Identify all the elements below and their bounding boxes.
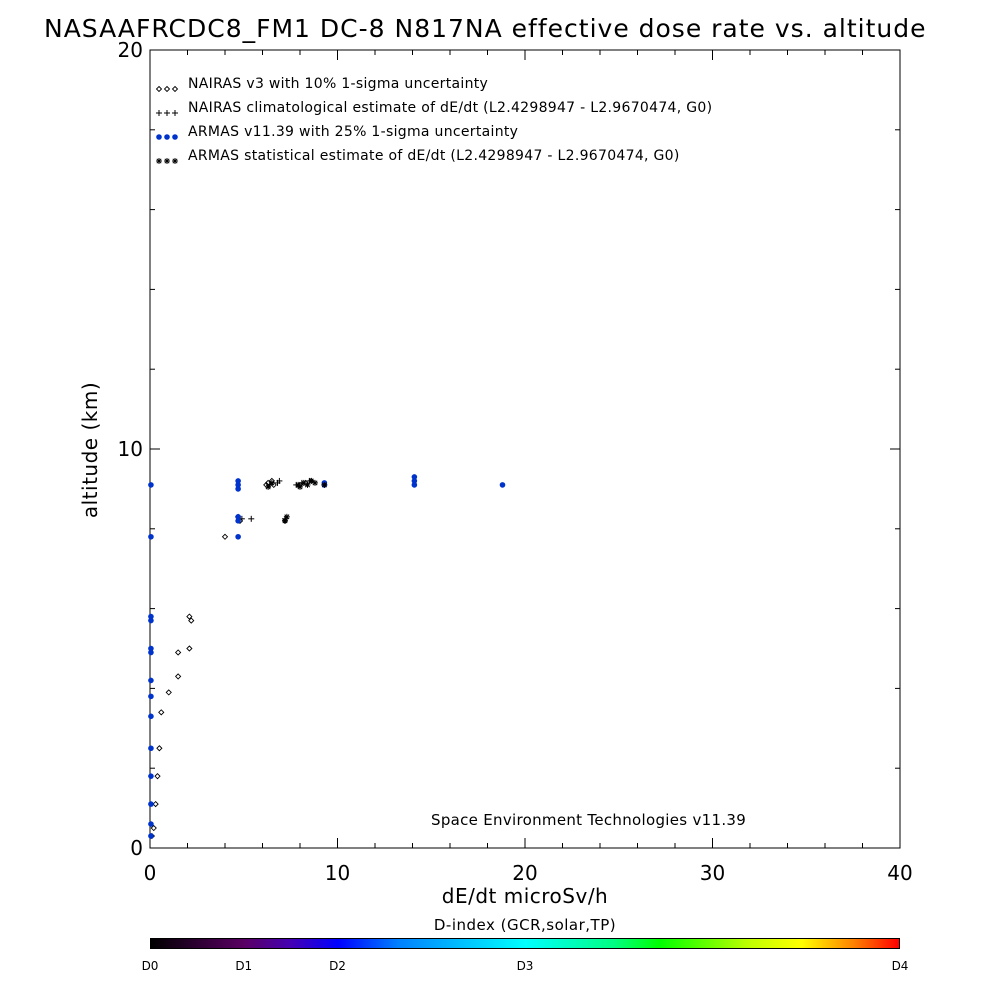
- legend-entry-nairas-v3: NAIRAS v3 with 10% 1-sigma uncertainty: [188, 76, 489, 92]
- data-point-dot: [235, 486, 241, 492]
- x-tick-label: 0: [144, 861, 157, 885]
- data-point-dot: [235, 482, 241, 488]
- data-point-diamond: [174, 649, 182, 656]
- data-point-dot: [411, 474, 418, 480]
- data-point-asterisk: [297, 483, 303, 490]
- axis-tick-labels: 0 10 20 30 40 0 10 20: [118, 38, 913, 885]
- data-point-diamond: [156, 745, 163, 752]
- data-point-asterisk: [283, 513, 290, 520]
- x-tick-label: 20: [512, 861, 537, 885]
- y-tick-label: 20: [118, 38, 143, 62]
- data-point-dot: [148, 833, 154, 839]
- y-tick-label: 0: [130, 836, 143, 860]
- legend-marker-plus: [156, 110, 162, 116]
- data-point-plus: [276, 477, 283, 484]
- colorbar: [150, 938, 900, 949]
- data-point-dot: [148, 801, 154, 807]
- data-point-asterisk: [321, 481, 328, 488]
- legend-marker-asterisk: [164, 158, 170, 164]
- colorbar-tick-label: D1: [235, 959, 253, 973]
- data-point-diamond: [165, 689, 172, 696]
- data-point-diamond: [154, 773, 161, 780]
- data-point-diamond: [152, 800, 159, 808]
- data-point-diamond: [150, 824, 157, 832]
- data-point-diamond: [158, 709, 165, 716]
- data-point-dot: [148, 713, 154, 720]
- data-point-dot: [148, 693, 154, 700]
- legend-entry-armas-v11: ARMAS v11.39 with 25% 1-sigma uncertaint…: [188, 124, 519, 140]
- legend-marker-asterisk: [172, 158, 178, 164]
- legend-marker-diamond: [155, 85, 163, 93]
- legend-marker-diamond: [163, 85, 171, 93]
- data-point-dot: [235, 478, 241, 484]
- colorbar-tick-label: D4: [891, 959, 909, 973]
- data-point-diamond: [186, 613, 193, 620]
- data-point-diamond: [174, 673, 182, 680]
- data-point-dot: [148, 617, 154, 624]
- legend-marker-dot: [164, 134, 170, 140]
- plot-area: [149, 49, 901, 849]
- data-point-dot: [148, 677, 154, 684]
- x-tick-label: 40: [887, 861, 912, 885]
- legend-entry-nairas-climatological: NAIRAS climatological estimate of dE/dt …: [188, 100, 713, 116]
- legend-marker-plus: [164, 110, 170, 116]
- axis-ticks: [149, 49, 901, 849]
- colorbar-label: D-index (GCR,solar,TP): [433, 916, 617, 934]
- colorbar-tick-label: D2: [329, 959, 346, 973]
- data-point-asterisk: [308, 477, 315, 484]
- data-point-dot: [148, 821, 154, 827]
- data-point-dot: [148, 613, 154, 620]
- data-points: [148, 474, 506, 840]
- data-point-dot: [235, 518, 241, 524]
- y-axis-label: altitude (km): [78, 381, 102, 519]
- y-tick-label: 10: [118, 437, 143, 461]
- data-point-asterisk: [312, 479, 318, 486]
- legend-marker-dot: [156, 134, 162, 140]
- legend-marker-asterisk: [156, 158, 162, 164]
- legend-marker-dot: [172, 134, 178, 140]
- legend-marker-plus: [172, 110, 178, 116]
- chart-title: NASAAFRCDC8_FM1 DC-8 N817NA effective do…: [44, 14, 927, 43]
- data-point-diamond: [188, 617, 195, 624]
- legend-marker-diamond: [171, 85, 179, 93]
- data-point-asterisk: [268, 479, 275, 486]
- x-axis-label: dE/dt microSv/h: [441, 884, 609, 908]
- data-point-diamond: [221, 533, 229, 540]
- data-point-diamond: [186, 645, 193, 652]
- data-point-dot: [148, 645, 154, 652]
- data-point-asterisk: [304, 481, 311, 488]
- data-point-dot: [411, 478, 418, 484]
- data-point-dot: [235, 533, 241, 540]
- data-point-dot: [148, 533, 154, 540]
- colorbar-tick-label: D0: [141, 959, 159, 973]
- data-point-asterisk: [265, 483, 272, 490]
- data-point-dot: [148, 482, 154, 488]
- data-point-dot: [148, 745, 154, 752]
- x-tick-label: 30: [700, 861, 725, 885]
- data-point-dot: [499, 482, 506, 488]
- data-point-dot: [235, 514, 241, 520]
- data-point-dot: [411, 482, 418, 488]
- x-tick-label: 10: [325, 861, 350, 885]
- credit-annotation: Space Environment Technologies v11.39: [431, 811, 747, 829]
- data-point-dot: [148, 773, 154, 779]
- data-point-dot: [148, 649, 154, 656]
- legend-entry-armas-statistical: ARMAS statistical estimate of dE/dt (L2.…: [188, 148, 680, 164]
- legend-markers: [155, 85, 179, 164]
- data-point-plus: [248, 515, 255, 522]
- colorbar-tick-label: D3: [516, 959, 534, 973]
